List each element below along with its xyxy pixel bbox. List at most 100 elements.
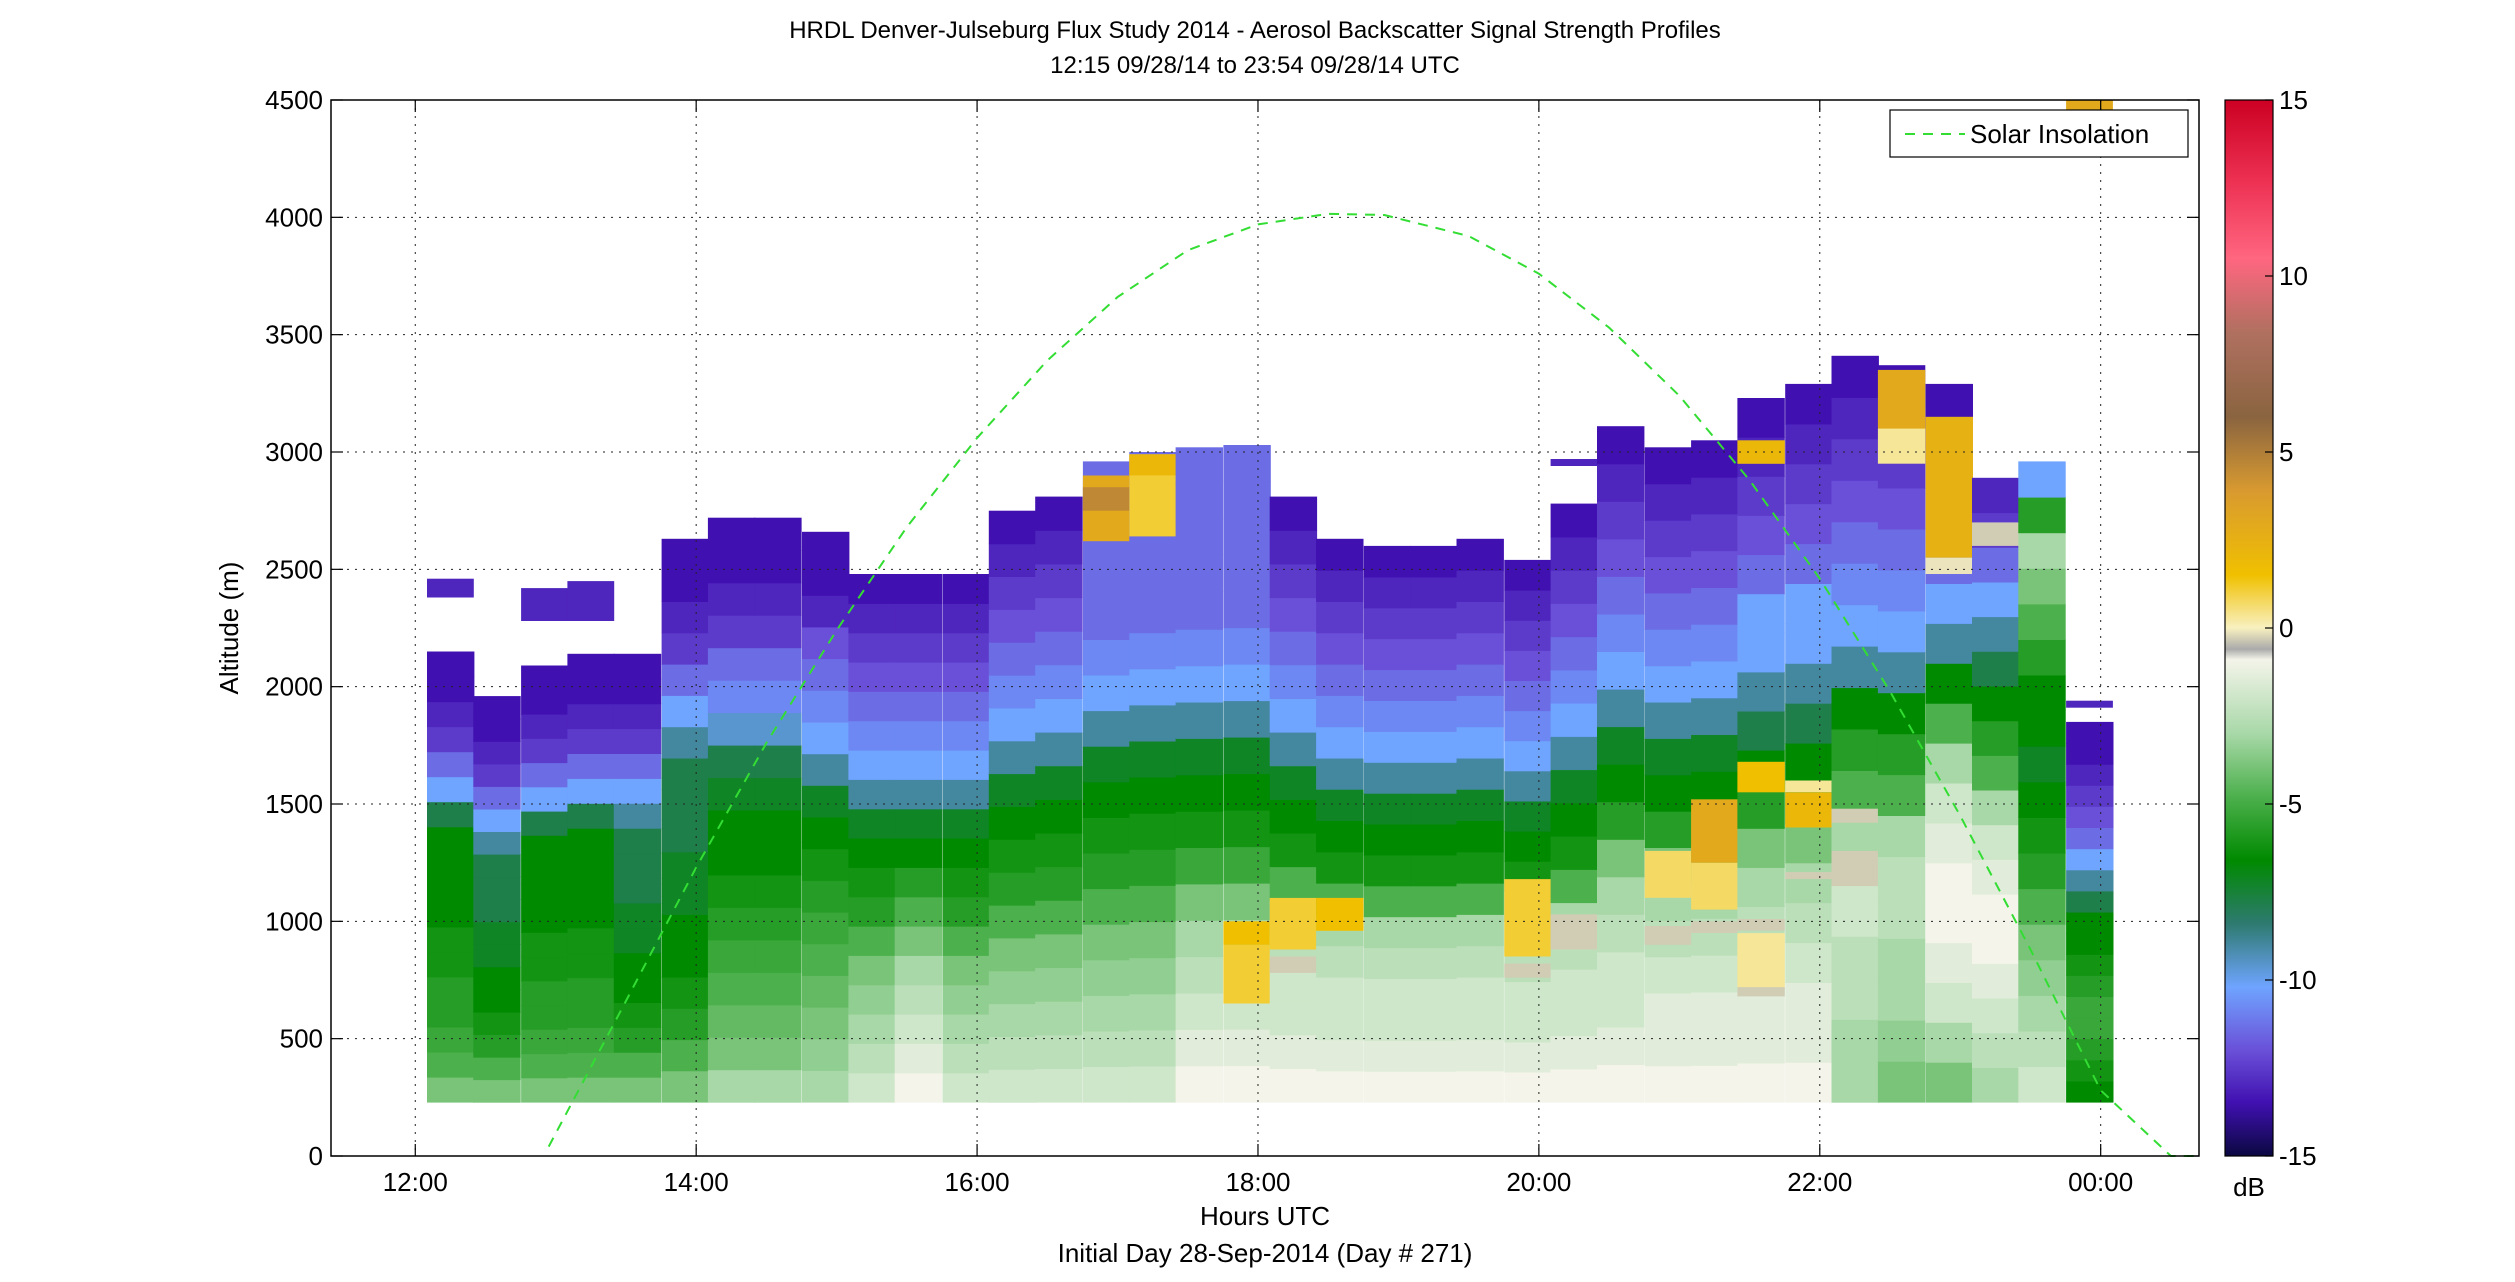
profile-cell (2066, 848, 2114, 871)
profile-cell (613, 728, 662, 754)
profile-cell (1269, 1068, 1318, 1103)
profile-cell (1785, 982, 1833, 1023)
profile-cell (1035, 1068, 1083, 1103)
profile-cell (2018, 1066, 2066, 1103)
profile-hotspot (1785, 872, 1833, 880)
profile-cell (1550, 703, 1598, 737)
profile-cell (1877, 897, 1926, 939)
profile-cell (988, 1069, 1037, 1103)
profile-cell (521, 762, 569, 788)
profile-cell (427, 726, 475, 753)
profile-cell (567, 778, 615, 804)
profile-cell (1550, 836, 1598, 870)
profile-cell (988, 642, 1037, 676)
profile-column (894, 574, 943, 1103)
profile-cell (2066, 806, 2114, 828)
profile-cell (1316, 789, 1364, 821)
profile-cell (802, 563, 850, 596)
colorbar: 15 10 5 0 -5 -10 -15 dB (2224, 85, 2317, 1202)
profile-cell (1644, 992, 1693, 1030)
profile-cell (848, 867, 896, 898)
profile-cell (2066, 1080, 2114, 1103)
profile-cell (1129, 921, 1177, 959)
profile-cell (1269, 732, 1318, 767)
profile-cell (1082, 781, 1131, 818)
profile-cell (754, 842, 802, 876)
profile-cell (1877, 979, 1926, 1021)
profile-cell (1363, 669, 1412, 701)
profile-cell (942, 896, 990, 927)
profile-cell (521, 932, 569, 958)
profile-column (988, 510, 1037, 1103)
profile-cell (1972, 477, 2020, 514)
profile-cell (427, 801, 475, 828)
profile-cell (613, 902, 662, 929)
profile-cell (2018, 959, 2066, 996)
profile-cell (1269, 967, 1318, 1002)
profile-cell (988, 937, 1037, 972)
profile-cell (988, 872, 1037, 906)
x-axis-ticks: 12:00 14:00 16:00 18:00 20:00 22:00 00:00 (383, 100, 2133, 1197)
profile-cell (1877, 569, 1926, 612)
profile-cell (661, 1039, 709, 1072)
colorbar-tick-label: 0 (2279, 613, 2293, 643)
profile-cell (894, 1014, 943, 1044)
profile-cell (894, 896, 943, 927)
profile-cell (1223, 773, 1271, 811)
profile-cell (1831, 1019, 1879, 1062)
profile-cell (661, 945, 709, 978)
profile-cell (894, 838, 943, 868)
profile-hotspot (1644, 850, 1693, 898)
profile-cell (1410, 793, 1458, 825)
profile-cell (1644, 1029, 1693, 1067)
profile-cell (473, 1034, 521, 1058)
profile-hotspot (1737, 761, 1785, 793)
profile-cell (802, 721, 850, 755)
profile-cell (1363, 638, 1412, 671)
profile-cell (567, 1027, 615, 1053)
colorbar-tick-label: -5 (2279, 789, 2302, 819)
profile-cell (2066, 1038, 2114, 1061)
profile-cell (1410, 700, 1458, 732)
profile-cell (1456, 757, 1504, 790)
profile-cell (1644, 665, 1693, 703)
profile-cell (802, 1038, 850, 1071)
colorbar-label: dB (2233, 1172, 2265, 1202)
profile-cell (1597, 538, 1645, 577)
profile-cell (894, 808, 943, 839)
profile-cell (848, 1043, 896, 1074)
profile-cell (848, 691, 896, 722)
profile-cell (1363, 978, 1412, 1010)
profile-cell (754, 1037, 802, 1071)
y-axis-label: Altitude (m) (214, 562, 244, 695)
profile-cell (707, 1037, 756, 1071)
profile-cell (1831, 438, 1879, 481)
profile-cell (661, 820, 709, 853)
profile-cell (1175, 701, 1223, 739)
profile-cell (521, 1053, 569, 1079)
profile-cell (754, 550, 802, 584)
profile-column (1831, 355, 1879, 1103)
profile-cell (894, 926, 943, 956)
profile-cell (1691, 1065, 1739, 1103)
profile-cell (473, 808, 521, 832)
profile-cell (754, 939, 802, 973)
profile-cell (2018, 1030, 2066, 1067)
profile-cell (1972, 859, 2020, 895)
profile-cell (942, 662, 990, 692)
profile-cell (1785, 663, 1833, 704)
profile-cell (1410, 978, 1458, 1010)
profile-cell (2066, 996, 2114, 1019)
profile-cell (1550, 536, 1598, 571)
profile-cell (1972, 1067, 2020, 1103)
profile-column (1410, 545, 1458, 1103)
profile-cell (521, 665, 569, 691)
profile-cell (1035, 967, 1083, 1002)
profile-cell (567, 678, 615, 705)
profile-cell (2018, 568, 2066, 605)
profile-cell (1175, 629, 1223, 667)
profile-cell (1785, 383, 1833, 425)
profile-cell (521, 883, 569, 909)
profile-cell (848, 720, 896, 751)
profile-cell (1550, 636, 1598, 671)
